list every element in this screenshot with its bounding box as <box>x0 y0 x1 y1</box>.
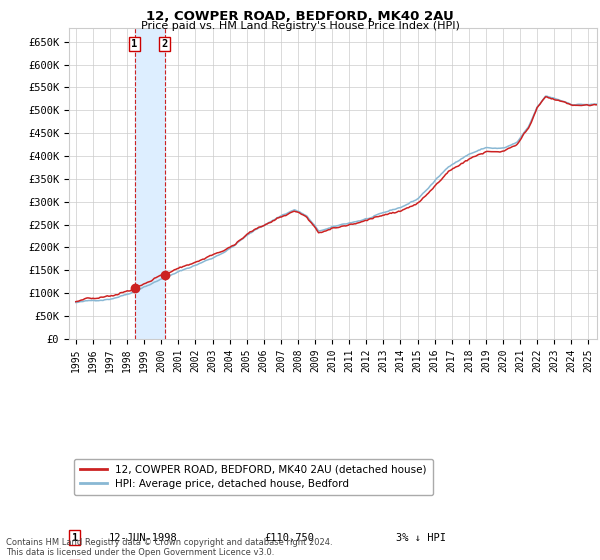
Text: 3% ↓ HPI: 3% ↓ HPI <box>397 533 446 543</box>
Bar <box>134 28 164 339</box>
Text: 2: 2 <box>161 39 167 49</box>
Text: 12-JUN-1998: 12-JUN-1998 <box>109 533 178 543</box>
Text: Price paid vs. HM Land Registry's House Price Index (HPI): Price paid vs. HM Land Registry's House … <box>140 21 460 31</box>
Text: 1: 1 <box>131 39 138 49</box>
Text: Contains HM Land Registry data © Crown copyright and database right 2024.
This d: Contains HM Land Registry data © Crown c… <box>6 538 332 557</box>
Legend: 12, COWPER ROAD, BEDFORD, MK40 2AU (detached house), HPI: Average price, detache: 12, COWPER ROAD, BEDFORD, MK40 2AU (deta… <box>74 459 433 495</box>
Text: 1: 1 <box>71 533 78 543</box>
Text: £110,750: £110,750 <box>265 533 314 543</box>
Text: 12, COWPER ROAD, BEDFORD, MK40 2AU: 12, COWPER ROAD, BEDFORD, MK40 2AU <box>146 10 454 23</box>
